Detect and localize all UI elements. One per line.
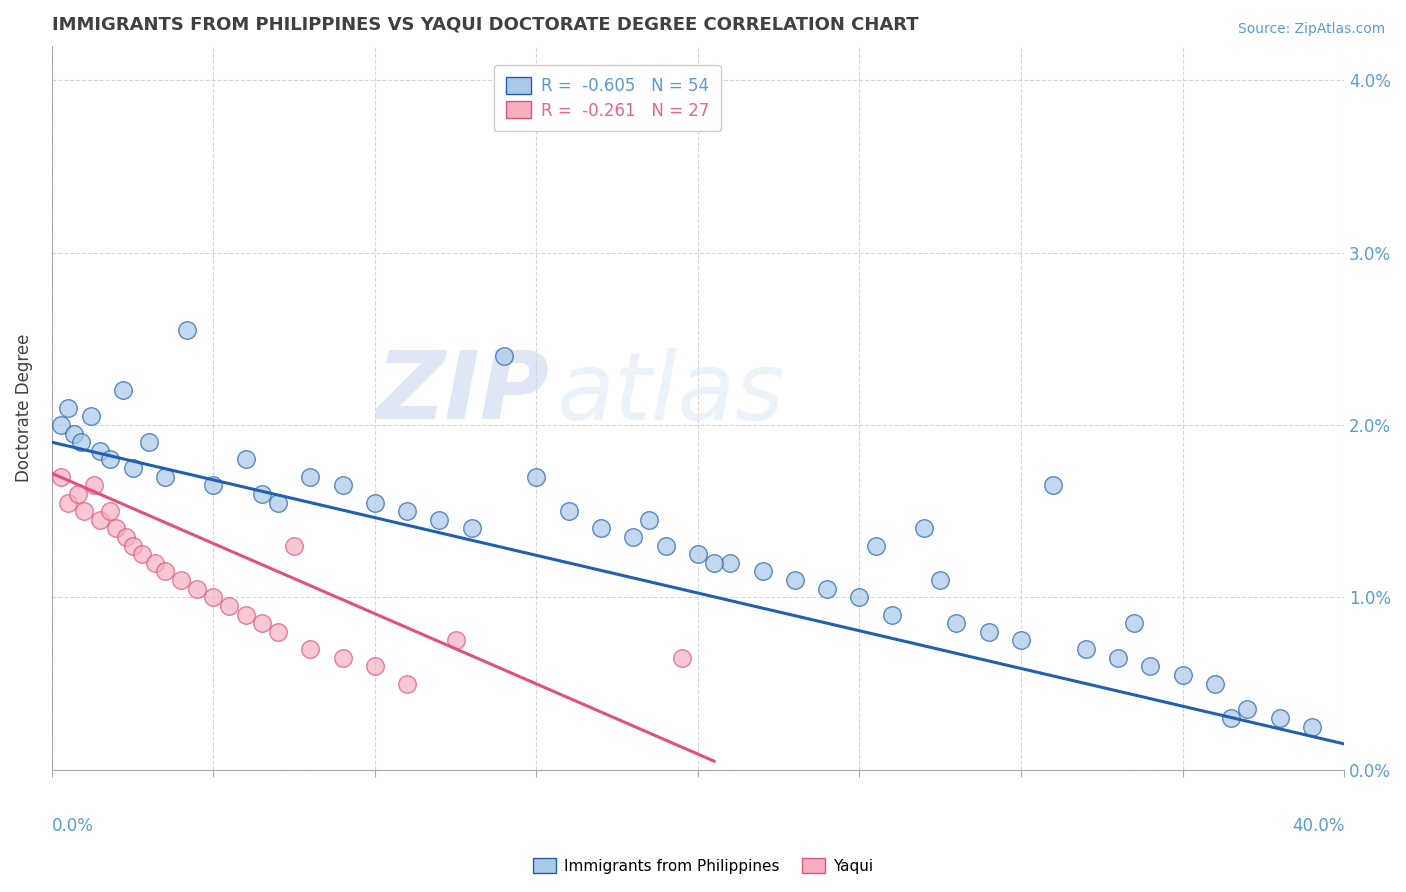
- Point: [783, 573, 806, 587]
- Point: [494, 349, 516, 363]
- Point: [218, 599, 240, 613]
- Point: [267, 495, 290, 509]
- Point: [557, 504, 579, 518]
- Point: [56, 495, 79, 509]
- Point: [444, 633, 467, 648]
- Point: [51, 469, 73, 483]
- Point: [1268, 711, 1291, 725]
- Text: IMMIGRANTS FROM PHILIPPINES VS YAQUI DOCTORATE DEGREE CORRELATION CHART: IMMIGRANTS FROM PHILIPPINES VS YAQUI DOC…: [52, 15, 918, 33]
- Point: [79, 409, 101, 424]
- Point: [332, 650, 354, 665]
- Point: [73, 504, 96, 518]
- Point: [63, 426, 86, 441]
- Point: [131, 547, 153, 561]
- Point: [621, 530, 644, 544]
- Text: 40.0%: 40.0%: [1292, 817, 1344, 835]
- Point: [121, 461, 143, 475]
- Point: [1042, 478, 1064, 492]
- Point: [299, 642, 322, 657]
- Point: [880, 607, 903, 622]
- Point: [98, 452, 121, 467]
- Legend: Immigrants from Philippines, Yaqui: Immigrants from Philippines, Yaqui: [527, 852, 879, 880]
- Text: ZIP: ZIP: [377, 347, 550, 439]
- Point: [718, 556, 741, 570]
- Point: [115, 530, 138, 544]
- Point: [56, 401, 79, 415]
- Point: [396, 504, 419, 518]
- Point: [429, 513, 451, 527]
- Point: [235, 607, 257, 622]
- Point: [121, 539, 143, 553]
- Text: atlas: atlas: [555, 348, 785, 439]
- Point: [153, 469, 176, 483]
- Point: [1074, 642, 1097, 657]
- Point: [945, 616, 967, 631]
- Point: [66, 487, 89, 501]
- Text: 0.0%: 0.0%: [52, 817, 94, 835]
- Point: [332, 478, 354, 492]
- Point: [98, 504, 121, 518]
- Point: [1010, 633, 1032, 648]
- Point: [170, 573, 193, 587]
- Point: [865, 539, 887, 553]
- Point: [1107, 650, 1129, 665]
- Point: [51, 417, 73, 432]
- Point: [815, 582, 838, 596]
- Point: [1123, 616, 1146, 631]
- Point: [69, 435, 91, 450]
- Point: [1236, 702, 1258, 716]
- Point: [143, 556, 166, 570]
- Y-axis label: Doctorate Degree: Doctorate Degree: [15, 334, 32, 482]
- Point: [977, 624, 1000, 639]
- Point: [176, 323, 198, 337]
- Point: [138, 435, 160, 450]
- Point: [751, 565, 773, 579]
- Point: [929, 573, 952, 587]
- Point: [83, 478, 105, 492]
- Point: [1171, 668, 1194, 682]
- Point: [654, 539, 676, 553]
- Point: [703, 556, 725, 570]
- Text: Source: ZipAtlas.com: Source: ZipAtlas.com: [1237, 22, 1385, 37]
- Point: [638, 513, 661, 527]
- Point: [1139, 659, 1161, 673]
- Point: [1204, 676, 1226, 690]
- Point: [89, 443, 111, 458]
- Point: [250, 487, 273, 501]
- Point: [671, 650, 693, 665]
- Point: [686, 547, 709, 561]
- Point: [267, 624, 290, 639]
- Point: [589, 521, 612, 535]
- Point: [461, 521, 484, 535]
- Point: [202, 478, 225, 492]
- Point: [153, 565, 176, 579]
- Point: [364, 495, 387, 509]
- Point: [89, 513, 111, 527]
- Point: [186, 582, 208, 596]
- Point: [111, 384, 134, 398]
- Point: [526, 469, 548, 483]
- Legend: R =  -0.605   N = 54, R =  -0.261   N = 27: R = -0.605 N = 54, R = -0.261 N = 27: [494, 65, 721, 131]
- Point: [250, 616, 273, 631]
- Point: [396, 676, 419, 690]
- Point: [235, 452, 257, 467]
- Point: [202, 591, 225, 605]
- Point: [283, 539, 305, 553]
- Point: [912, 521, 935, 535]
- Point: [1220, 711, 1243, 725]
- Point: [105, 521, 128, 535]
- Point: [848, 591, 870, 605]
- Point: [1301, 720, 1323, 734]
- Point: [299, 469, 322, 483]
- Point: [364, 659, 387, 673]
